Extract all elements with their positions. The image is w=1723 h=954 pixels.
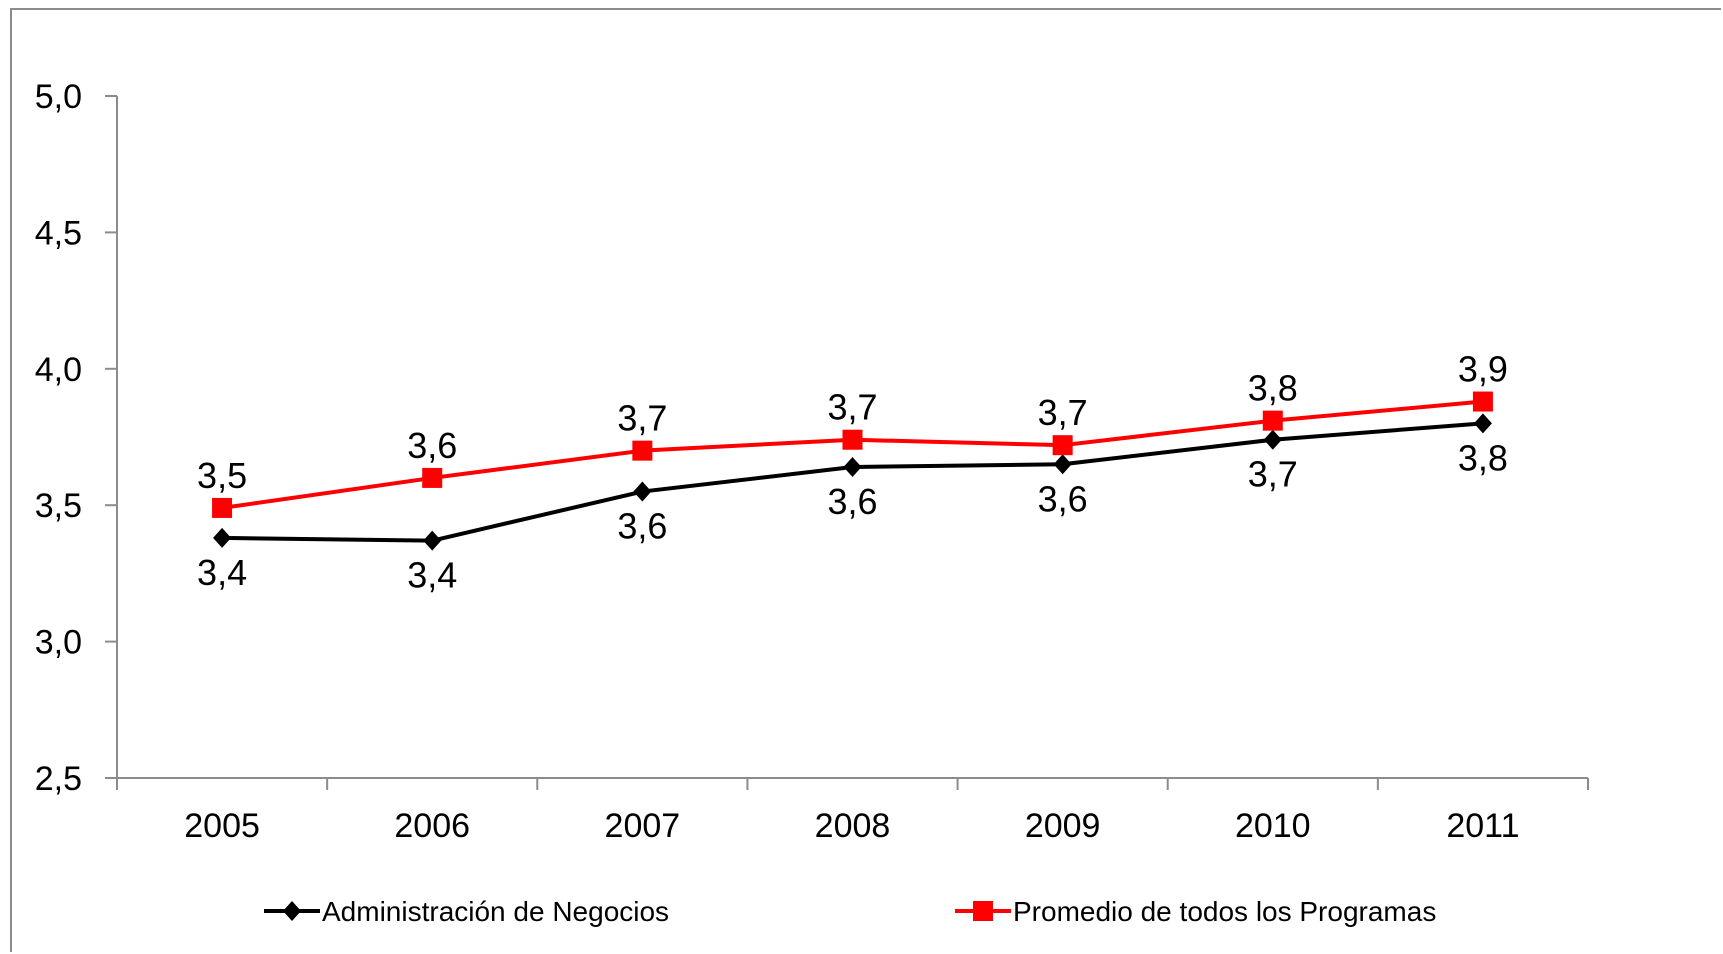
y-tick-label: 3,0 [35,624,82,662]
data-label: 3,6 [407,425,457,466]
y-tick-label: 5,0 [35,78,82,116]
y-axis-ticks: 2,5 3,0 3,5 4,0 4,5 5,0 [35,78,117,798]
x-tick-label: 2011 [1446,807,1519,845]
legend: Administración de Negocios Promedio de to… [264,896,1436,927]
data-point-diamond [423,530,442,551]
x-axis-ticks: 2005 2006 2007 2008 2009 2010 2011 [116,778,1589,845]
data-point-square [1052,435,1073,456]
legend-item: Promedio de todos los Programas [955,896,1436,927]
y-tick-label: 4,5 [35,214,82,252]
x-tick-label: 2008 [815,807,891,845]
chart-frame [10,8,1721,952]
data-point-square [422,467,443,488]
data-labels: 3,4 3,4 3,6 3,6 3,6 3,7 3,8 3,5 3,6 3,7 3,7 3,7 3,8 3… [197,349,1508,596]
x-tick-label: 2006 [394,807,470,845]
data-label: 3,7 [1248,454,1298,495]
x-tick-label: 2007 [605,807,681,845]
data-label: 3,6 [827,481,877,522]
y-tick-label: 4,0 [35,351,82,389]
data-label: 3,9 [1458,349,1508,390]
data-label: 3,4 [197,552,247,593]
data-label: 3,6 [1038,478,1088,519]
x-tick-label: 2009 [1025,807,1101,845]
data-label: 3,4 [407,555,457,596]
data-point-diamond [213,527,232,548]
legend-item: Administración de Negocios [264,896,669,927]
legend-square-marker [973,901,993,921]
data-label: 3,7 [617,398,667,439]
legend-diamond-marker [283,901,301,921]
data-label: 3,7 [827,387,877,428]
data-point-diamond [1473,413,1492,434]
data-label: 3,5 [197,455,247,496]
data-point-diamond [1263,429,1282,450]
data-point-diamond [1053,454,1072,475]
legend-label: Promedio de todos los Programas [1013,896,1436,927]
x-tick-label: 2005 [184,807,260,845]
data-point-square [212,497,233,518]
y-tick-label: 2,5 [35,760,82,798]
data-label: 3,8 [1248,368,1298,409]
legend-label: Administración de Negocios [322,896,669,927]
axes [116,96,1588,779]
data-point-square [1472,391,1493,412]
x-tick-label: 2010 [1235,807,1311,845]
data-point-square [842,429,863,450]
data-label: 3,6 [617,506,667,547]
data-point-diamond [633,481,652,502]
series-layer [212,391,1493,551]
data-point-square [632,440,653,461]
y-tick-label: 3,5 [35,487,82,525]
data-point-square [1262,410,1283,431]
data-label: 3,7 [1038,392,1088,433]
data-label: 3,8 [1458,437,1508,478]
data-point-diamond [843,457,862,478]
